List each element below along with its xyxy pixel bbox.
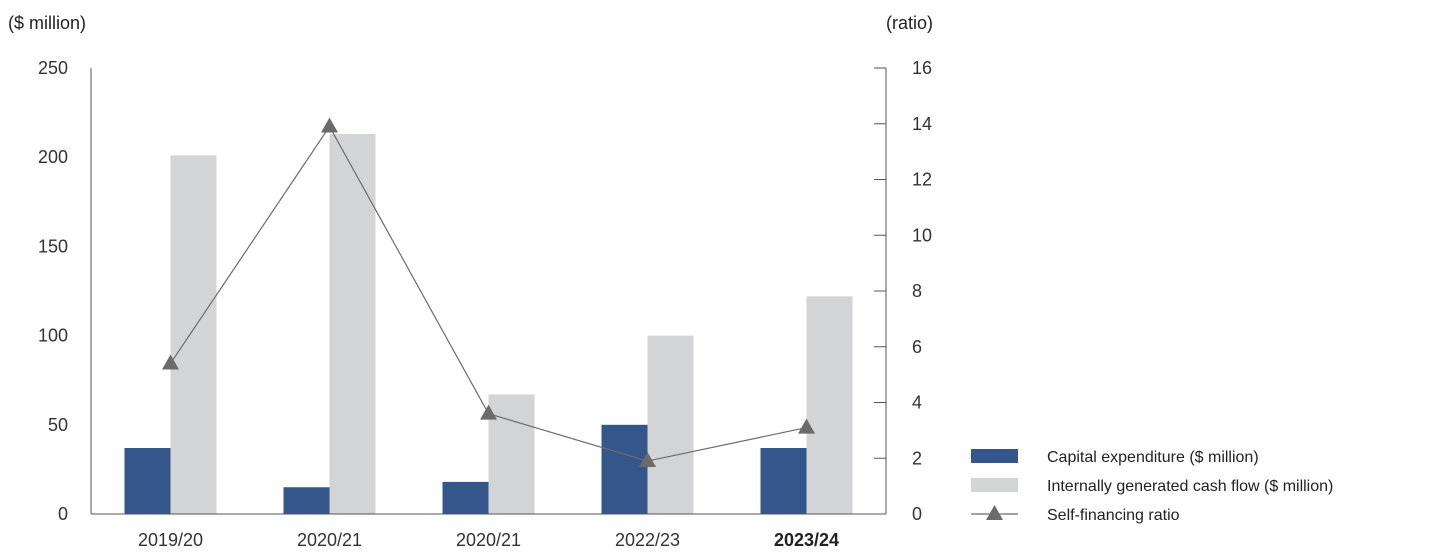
- ratio-point-triangle: [798, 418, 815, 434]
- right-axis: 0 2 4 6 8 10 12 14 16: [874, 58, 932, 524]
- bar-capital-expenditure: [760, 447, 807, 514]
- left-tick-label: 200: [38, 147, 68, 167]
- legend-swatch-capital-expenditure: [971, 449, 1018, 463]
- left-tick-label: 150: [38, 236, 68, 256]
- right-tick-label: 16: [912, 58, 932, 78]
- ratio-point-triangle: [162, 354, 179, 370]
- legend-swatch-internally-generated-cash-flow: [971, 478, 1018, 492]
- right-tick-label: 10: [912, 225, 932, 245]
- left-axis: 0 50 100 150 200 250: [38, 58, 92, 524]
- right-tick-label: 2: [912, 448, 922, 468]
- right-tick-label: 6: [912, 337, 922, 357]
- ratio-point-triangle: [639, 452, 656, 468]
- bar-internally-generated-cash-flow: [647, 335, 694, 514]
- right-tick-label: 8: [912, 281, 922, 301]
- x-category-label: 2019/20: [138, 530, 203, 550]
- ratio-line: [162, 117, 815, 468]
- left-tick-label: 100: [38, 326, 68, 346]
- bar-internally-generated-cash-flow: [806, 296, 853, 514]
- x-axis: 2019/20 2020/21 2020/21 2022/23 2023/24: [91, 513, 886, 550]
- legend: Capital expenditure ($ million) Internal…: [971, 449, 1333, 524]
- bar-internally-generated-cash-flow: [329, 134, 376, 514]
- legend-label-internally-generated-cash-flow: Internally generated cash flow ($ millio…: [1047, 478, 1333, 495]
- x-category-label: 2020/21: [297, 530, 362, 550]
- bar-capital-expenditure: [442, 481, 489, 514]
- bar-capital-expenditure: [124, 447, 171, 514]
- right-tick-label: 14: [912, 114, 932, 134]
- x-category-label: 2022/23: [615, 530, 680, 550]
- left-tick-label: 250: [38, 58, 68, 78]
- right-tick-label: 4: [912, 393, 922, 413]
- right-tick-label: 0: [912, 504, 922, 524]
- bars: [124, 134, 853, 514]
- right-axis-unit-label: (ratio): [886, 13, 933, 33]
- right-tick-label: 12: [912, 170, 932, 190]
- ratio-point-triangle: [480, 404, 497, 420]
- bar-capital-expenditure: [283, 487, 330, 514]
- legend-marker-triangle-icon: [986, 505, 1003, 520]
- left-tick-label: 0: [58, 504, 68, 524]
- legend-label-capital-expenditure: Capital expenditure ($ million): [1047, 449, 1259, 466]
- bar-capital-expenditure: [601, 424, 648, 514]
- x-category-label: 2023/24: [774, 530, 839, 550]
- ratio-point-triangle: [321, 117, 338, 133]
- bar-internally-generated-cash-flow: [170, 155, 217, 514]
- x-category-label: 2020/21: [456, 530, 521, 550]
- left-tick-label: 50: [48, 415, 68, 435]
- legend-label-self-financing-ratio: Self-financing ratio: [1047, 507, 1180, 524]
- left-axis-unit-label: ($ million): [8, 13, 86, 33]
- bar-internally-generated-cash-flow: [488, 394, 535, 514]
